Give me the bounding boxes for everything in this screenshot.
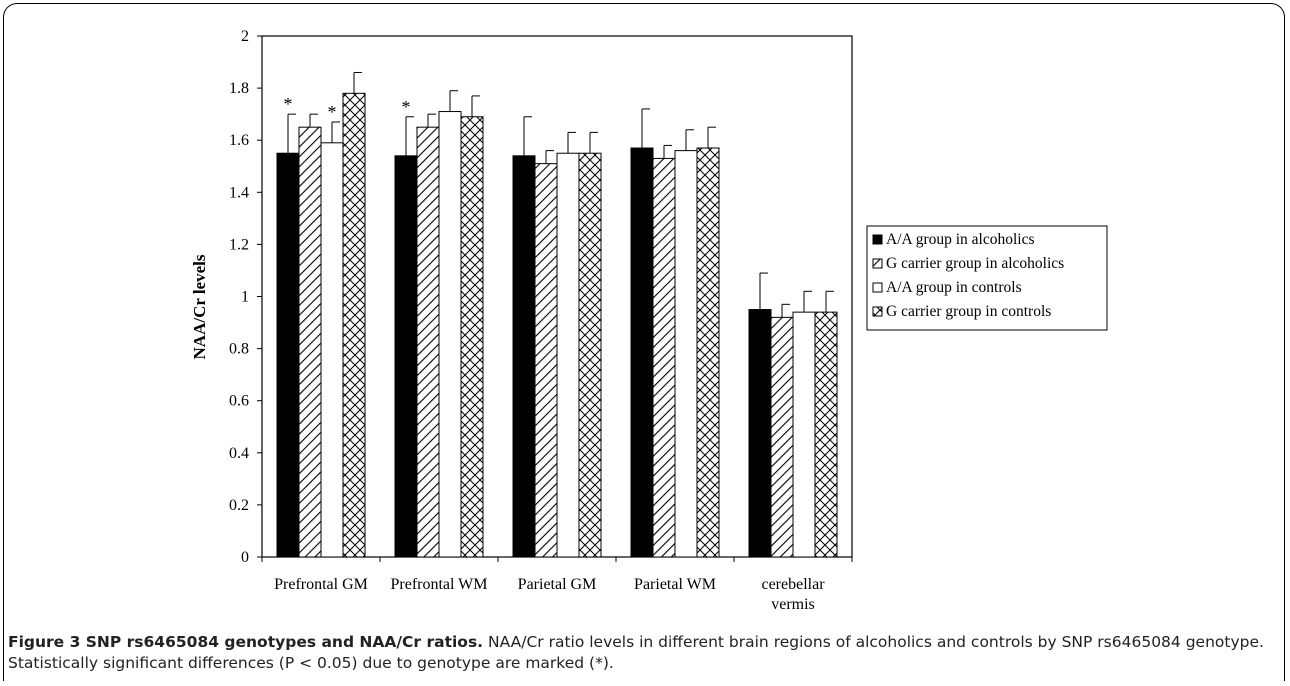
y-tick-label: 2: [241, 28, 249, 45]
bar: [534, 163, 558, 558]
legend-swatch: [872, 306, 883, 317]
y-tick-label: 0: [241, 549, 249, 566]
y-tick-label: 1: [241, 289, 249, 306]
bar: [770, 316, 794, 558]
bar: [320, 142, 344, 558]
caption-text: NAA/Cr ratio levels in different brain r…: [8, 633, 1264, 672]
x-tick-label: Parietal GM: [518, 576, 597, 593]
bar: [652, 157, 676, 558]
bar: [556, 152, 580, 558]
bar: [416, 126, 440, 558]
legend-swatch: [872, 258, 883, 269]
significance-marker: *: [402, 97, 411, 117]
bar: [578, 152, 602, 558]
significance-marker: *: [284, 94, 293, 114]
bar: [438, 111, 462, 558]
x-tick-label: Prefrontal WM: [390, 576, 487, 593]
y-tick-label: 1.6: [229, 132, 249, 149]
y-tick-label: 0.2: [229, 497, 249, 514]
y-tick-label: 1.8: [229, 80, 249, 97]
legend-swatch: [872, 282, 883, 293]
bar: [630, 147, 654, 558]
bar: [792, 311, 816, 558]
legend-label: G carrier group in alcoholics: [886, 255, 1064, 272]
figure-frame: [3, 3, 1285, 681]
legend: A/A group in alcoholics G carrier group i…: [866, 225, 1108, 331]
bar: [674, 150, 698, 558]
bar: [394, 155, 418, 558]
y-axis-title: NAA/Cr levels: [190, 254, 209, 359]
legend-label: G carrier group in controls: [886, 303, 1051, 320]
caption-label: Figure 3 SNP rs6465084 genotypes and NAA…: [8, 633, 484, 651]
x-tick-label: Parietal WM: [634, 576, 716, 593]
bar: [696, 147, 720, 558]
bar: [342, 92, 366, 558]
legend-box: [866, 225, 1108, 331]
labels-layer: 0 0.2 0.4 0.6 0.8 1 1.2 1.4 1.6 1.8 2 * * Prefrontal …: [229, 28, 825, 613]
legend-label: A/A group in controls: [886, 279, 1022, 296]
y-tick-label: 0.4: [229, 445, 249, 462]
bar: [748, 309, 772, 558]
figure-caption: Figure 3 SNP rs6465084 genotypes and NAA…: [8, 632, 1278, 674]
bars-layer: [276, 71, 838, 558]
significance-marker: *: [328, 102, 337, 122]
x-tick-label: vermis: [771, 596, 815, 613]
bar: [814, 311, 838, 558]
x-tick-label: cerebellar: [761, 576, 825, 593]
bar: [276, 152, 300, 558]
legend-swatch: [872, 234, 883, 245]
y-tick-label: 1.2: [229, 236, 249, 253]
bar-chart: 0 0.2 0.4 0.6 0.8 1 1.2 1.4 1.6 1.8 2 * * Prefrontal …: [190, 28, 1108, 613]
bar: [298, 126, 322, 558]
y-tick-label: 0.8: [229, 341, 249, 358]
y-tick-label: 1.4: [229, 184, 249, 201]
bar: [460, 116, 484, 558]
x-tick-label: Prefrontal GM: [274, 576, 368, 593]
legend-label: A/A group in alcoholics: [886, 231, 1035, 248]
bar: [512, 155, 536, 558]
y-tick-label: 0.6: [229, 393, 249, 410]
